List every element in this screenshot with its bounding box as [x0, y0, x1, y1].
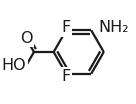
Text: F: F — [62, 20, 71, 35]
Text: F: F — [62, 69, 71, 84]
Text: HO: HO — [1, 58, 26, 73]
Text: NH₂: NH₂ — [98, 20, 129, 35]
Text: O: O — [20, 31, 32, 46]
